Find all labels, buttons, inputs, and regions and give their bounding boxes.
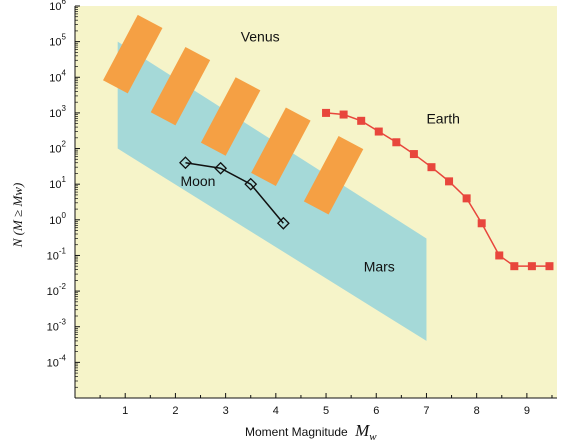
x-tick-label: 1 <box>122 405 128 417</box>
y-tick-label: 10-3 <box>47 318 67 334</box>
earth-point <box>374 127 383 136</box>
y-axis-ticks: 106 105 104 103 102 101 100 10-1 10-2 10-3 10-4 <box>47 0 80 388</box>
y-tick-label: 103 <box>49 104 66 120</box>
earth-point <box>495 251 504 260</box>
earth-point <box>510 262 519 271</box>
moon-point <box>214 161 228 175</box>
moon-point <box>276 216 290 230</box>
venus-band-2 <box>150 46 211 126</box>
label-moon: Moon <box>180 173 215 189</box>
mars-region <box>117 41 427 341</box>
y-tick-label: 10-4 <box>47 353 67 369</box>
moon-point <box>244 177 258 191</box>
y-tick-label: 101 <box>49 175 66 191</box>
y-tick-label: 106 <box>49 0 66 13</box>
x-tick-label: 6 <box>373 405 379 417</box>
label-mars: Mars <box>364 258 395 274</box>
earth-point <box>409 150 418 159</box>
venus-band-4 <box>251 107 311 187</box>
earth-point <box>477 219 486 228</box>
earth-point <box>357 116 366 125</box>
y-tick-label: 104 <box>49 68 66 84</box>
x-tick-label: 2 <box>172 405 178 417</box>
x-axis-ticks: 1 2 3 4 5 6 7 8 9 <box>99 393 553 417</box>
x-tick-label: 7 <box>423 405 429 417</box>
x-tick-label: 4 <box>273 405 279 417</box>
y-tick-label: 102 <box>49 140 66 156</box>
earth-point <box>339 110 348 119</box>
y-tick-label: 10-2 <box>47 282 67 298</box>
label-earth: Earth <box>426 111 459 127</box>
y-tick-label: 105 <box>49 33 66 49</box>
y-tick-label: 10-1 <box>47 246 67 262</box>
annotations-layer: Venus Earth Moon Mars <box>180 29 459 275</box>
regions-layer <box>103 14 427 341</box>
x-tick-label: 9 <box>524 405 530 417</box>
venus-band-5 <box>303 136 364 215</box>
earth-point <box>545 262 554 271</box>
earth-point <box>322 108 331 117</box>
moon-point <box>179 156 192 170</box>
moon-series-line <box>185 161 284 224</box>
label-venus: Venus <box>241 29 280 45</box>
earth-point <box>445 177 454 186</box>
venus-band-1 <box>103 14 163 94</box>
earth-point <box>462 194 471 203</box>
x-tick-label: 5 <box>323 405 329 417</box>
venus-band-3 <box>200 77 261 156</box>
x-axis-title: Moment Magnitude Mw <box>245 421 377 441</box>
x-tick-label: 8 <box>474 405 480 417</box>
earth-point <box>427 163 436 172</box>
y-tick-label: 100 <box>49 211 66 227</box>
x-tick-label: 3 <box>223 405 229 417</box>
y-axis-title: N (M ≥ Mw) <box>10 183 25 249</box>
earth-point <box>392 138 401 147</box>
series-layer <box>179 108 554 271</box>
earth-point <box>527 262 536 271</box>
